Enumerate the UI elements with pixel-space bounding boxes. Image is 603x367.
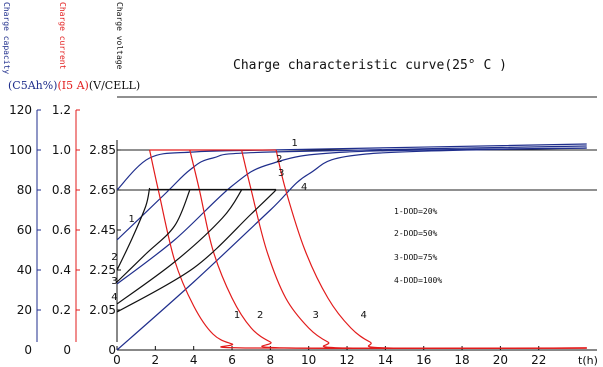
current-curve-3 bbox=[241, 149, 587, 350]
voltage-curve-2 bbox=[116, 189, 191, 283]
capacity-tick-label: 0 bbox=[24, 343, 32, 357]
capacity-tick-label: 20 bbox=[17, 303, 32, 317]
x-tick-label: 20 bbox=[493, 353, 508, 367]
x-tick-label: 2 bbox=[152, 353, 160, 367]
current-tick-label: 0.8 bbox=[52, 183, 71, 197]
x-tick-label: 22 bbox=[531, 353, 546, 367]
current-curve-2 bbox=[189, 149, 587, 350]
voltage-curve-1 bbox=[116, 187, 151, 271]
curve-number-label: 2 bbox=[276, 154, 282, 165]
capacity-tick-label: 80 bbox=[17, 183, 32, 197]
x-tick-label: 18 bbox=[454, 353, 469, 367]
capacity-unit-label: (C5Ah%) bbox=[8, 79, 58, 92]
voltage-axis-heading: Charge voltage bbox=[115, 2, 124, 70]
x-tick-label: 12 bbox=[339, 353, 354, 367]
curve-number-label: 2 bbox=[257, 310, 263, 321]
curve-number-label: 4 bbox=[360, 310, 366, 321]
chart-title: Charge characteristic curve(25° C ) bbox=[233, 58, 507, 73]
current-tick-label: 1.2 bbox=[52, 103, 71, 117]
voltage-unit-label: (V/CELL) bbox=[88, 79, 141, 92]
capacity-axis-heading: Charge capacity bbox=[2, 2, 11, 75]
current-tick-label: 0.6 bbox=[52, 223, 71, 237]
x-tick-label: 6 bbox=[228, 353, 236, 367]
capacity-curve-1 bbox=[116, 143, 587, 191]
dod-note-1: 1-DOD=20% bbox=[394, 207, 438, 216]
x-tick-label: 0 bbox=[113, 353, 121, 367]
current-curve-4 bbox=[275, 149, 587, 350]
capacity-tick-label: 100 bbox=[9, 143, 32, 157]
dod-note-4: 4-DOD=100% bbox=[394, 276, 443, 285]
capacity-tick-label: 40 bbox=[17, 263, 32, 277]
dod-note-2: 2-DOD=50% bbox=[394, 229, 438, 238]
dod-note-3: 3-DOD=75% bbox=[394, 253, 438, 262]
capacity-curve-2 bbox=[116, 145, 587, 241]
current-tick-label: 0 bbox=[63, 343, 71, 357]
x-tick-label: 14 bbox=[378, 353, 393, 367]
voltage-tick-label: 0 bbox=[108, 343, 116, 357]
current-tick-label: 0.4 bbox=[52, 263, 71, 277]
voltage-tick-label: 2.05 bbox=[89, 303, 116, 317]
curve-number-label: 3 bbox=[111, 276, 117, 287]
capacity-curve-3 bbox=[116, 147, 587, 285]
curve-number-label: 1 bbox=[291, 138, 297, 149]
voltage-tick-label: 2.65 bbox=[89, 183, 116, 197]
capacity-tick-label: 120 bbox=[9, 103, 32, 117]
current-unit-label: (I5 A) bbox=[57, 79, 89, 92]
x-tick-label: 10 bbox=[301, 353, 316, 367]
curve-number-label: 3 bbox=[313, 310, 319, 321]
curve-number-label: 4 bbox=[111, 292, 117, 303]
voltage-curve-3 bbox=[116, 189, 243, 305]
curve-number-label: 3 bbox=[278, 168, 284, 179]
voltage-tick-label: 2.85 bbox=[89, 143, 116, 157]
capacity-tick-label: 60 bbox=[17, 223, 32, 237]
x-tick-label: 16 bbox=[416, 353, 431, 367]
x-axis-label: t(h) bbox=[578, 354, 598, 367]
current-tick-label: 0.2 bbox=[52, 303, 71, 317]
capacity-curve-4 bbox=[116, 147, 587, 351]
current-axis-heading: Charge current bbox=[58, 2, 67, 70]
curve-number-label: 1 bbox=[129, 214, 135, 225]
x-tick-label: 4 bbox=[190, 353, 198, 367]
axis-units: (C5Ah%)(I5 A)(V/CELL) bbox=[8, 79, 140, 92]
voltage-tick-label: 2.45 bbox=[89, 223, 116, 237]
voltage-curve-4 bbox=[116, 189, 277, 313]
curve-number-label: 1 bbox=[234, 310, 240, 321]
curve-number-label: 4 bbox=[301, 182, 307, 193]
curve-number-label: 2 bbox=[111, 252, 117, 263]
x-tick-label: 8 bbox=[267, 353, 275, 367]
voltage-tick-label: 2.25 bbox=[89, 263, 116, 277]
current-tick-label: 1.0 bbox=[52, 143, 71, 157]
